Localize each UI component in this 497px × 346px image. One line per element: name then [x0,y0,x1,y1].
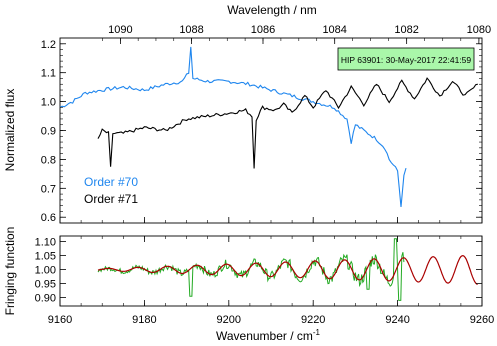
top-xlabel-wavelength: Wavelength / nm [227,3,317,17]
top-series-layer [59,46,478,208]
bottom-xtick-label: 9160 [48,314,72,326]
bottom-xtick-label: 9180 [132,314,156,326]
top-wavelength-label: 1086 [251,24,275,36]
bottom-xlabel: Wavenumber / cm-1 [216,328,321,343]
bottom-panel: 0.90 0.95 1.00 1.05 1.10 9160 9180 9200 9220 9240… [3,227,494,343]
top-series-order-70-line [59,46,407,208]
bottom-axis-ticks: 0.90 0.95 1.00 1.05 1.10 9160 9180 9200 9220 9240… [35,236,494,326]
top-ylabel: Normalized flux [3,89,17,172]
info-box-text: HIP 63901: 30-May-2017 22:41:59 [341,55,472,65]
top-ytick-label: 1.0 [41,97,56,109]
top-ytick-label: 0.8 [41,154,56,166]
bottom-ytick-label: 1.00 [35,265,56,277]
top-ytick-label: 1.2 [41,39,56,51]
bottom-series-layer [97,238,478,301]
bottom-xtick-label: 9240 [385,314,409,326]
info-box [337,47,475,71]
bottom-ytick-label: 1.05 [35,251,56,263]
bottom-ytick-label: 0.95 [35,279,56,291]
top-ytick-label: 0.9 [41,126,56,138]
top-wavelength-label: 1088 [179,24,203,36]
bottom-xtick-label: 9220 [301,314,325,326]
bottom-xlabel-text: Wavenumber / cm [216,329,313,343]
bottom-xtick-label: 9260 [470,314,494,326]
bottom-xlabel-superscript: -1 [313,328,321,337]
top-ytick-label: 0.7 [41,183,56,195]
top-series-order-71-line [97,77,478,169]
bottom-xtick-label: 9200 [217,314,241,326]
legend-order-71: Order #71 [84,192,138,206]
bottom-ytick-label: 0.90 [35,293,56,305]
fringing-model-line [97,254,478,285]
top-axis-ticks: 0.6 0.7 0.8 0.9 1.0 1.1 1.2 1090 1088 1086 1084 108… [41,24,491,224]
top-wavelength-label: 1080 [467,24,491,36]
top-wavelength-label: 1084 [322,24,346,36]
legend-order-70: Order #70 [84,175,138,189]
top-wavelength-label: 1082 [394,24,418,36]
bottom-ylabel: Fringing function [3,227,17,316]
bottom-ytick-label: 1.10 [35,237,56,249]
top-panel: 0.6 0.7 0.8 0.9 1.0 1.1 1.2 1090 1088 1086 1084 108… [3,3,491,224]
top-ytick-label: 1.1 [41,68,56,80]
top-ytick-label: 0.6 [41,212,56,224]
top-wavelength-label: 1090 [108,24,132,36]
